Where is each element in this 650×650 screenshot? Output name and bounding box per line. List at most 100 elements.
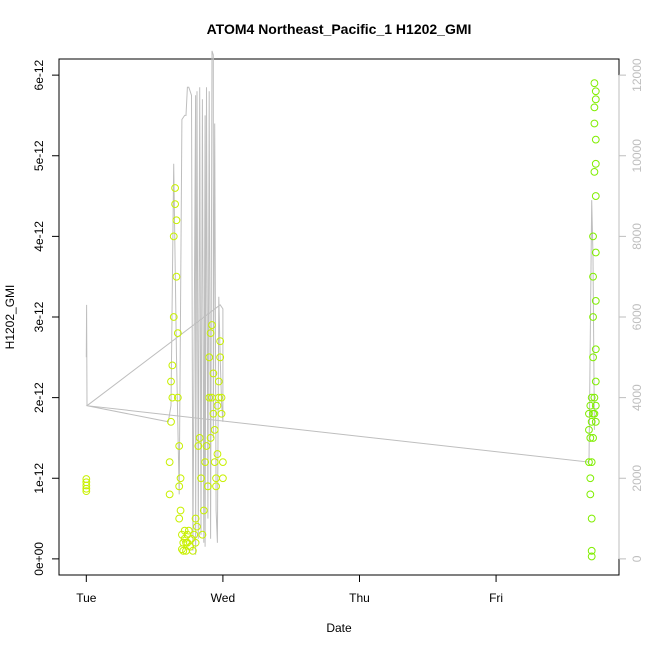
data-point [590, 79, 599, 88]
data-point [197, 474, 205, 483]
data-point [585, 425, 593, 434]
data-point [590, 119, 599, 128]
data-point [586, 401, 595, 410]
data-point [205, 353, 214, 362]
data-point [586, 434, 595, 442]
data-point [173, 393, 182, 402]
data-point [591, 95, 600, 104]
data-point [586, 490, 595, 499]
data-point [165, 490, 174, 499]
data-point [587, 458, 596, 467]
data-point [587, 552, 596, 561]
data-point [212, 482, 220, 491]
x-tick-label: Tue [76, 591, 97, 605]
data-point [590, 103, 599, 112]
data-point [179, 546, 188, 555]
data-point [198, 530, 207, 539]
plot-frame [58, 58, 620, 576]
data-point [216, 353, 225, 362]
y-tick-label-left: 4e-12 [32, 221, 46, 252]
data-point [171, 184, 179, 192]
data-point [172, 272, 181, 281]
data-point [219, 474, 227, 483]
y-tick-label-right: 10000 [630, 139, 644, 173]
data-point [591, 87, 600, 96]
data-point [591, 377, 600, 386]
y-tick-label-left: 2e-12 [32, 382, 46, 413]
data-point [180, 526, 189, 535]
data-point [176, 506, 185, 515]
data-point [175, 514, 184, 523]
data-point [590, 167, 599, 176]
data-point [213, 450, 222, 458]
data-point [184, 526, 193, 535]
data-point [214, 393, 223, 402]
data-point [203, 482, 212, 491]
data-point [214, 377, 223, 386]
data-point [168, 361, 177, 370]
data-point [191, 514, 200, 523]
data-point [589, 353, 597, 362]
data-point [82, 481, 91, 490]
axes: Tue Wed Thu Fri 0e+00 1e-12 2e-12 3e-12 4e-12 5e-… [32, 58, 644, 605]
data-point [191, 538, 200, 547]
data-point [175, 482, 184, 491]
data-point [591, 417, 600, 426]
data-point [195, 434, 204, 442]
data-point [167, 417, 175, 426]
y-tick-label-right: 8000 [630, 223, 644, 250]
y-tick-label-left: 6e-12 [32, 59, 46, 90]
data-point [82, 484, 91, 493]
data-point [591, 159, 600, 168]
data-point [591, 401, 600, 410]
data-point [585, 409, 593, 418]
data-point [194, 442, 203, 450]
data-point [186, 542, 195, 551]
data-point [217, 409, 226, 418]
data-point [179, 538, 188, 547]
y-tick-label-left: 0e+00 [32, 542, 46, 576]
data-point [591, 296, 600, 305]
data-point [165, 458, 174, 467]
data-point [589, 313, 597, 321]
x-axis-label: Date [326, 621, 352, 635]
data-point [213, 401, 222, 410]
data-point [175, 442, 184, 450]
data-point [591, 135, 600, 144]
data-point [187, 534, 196, 543]
data-point [169, 313, 178, 321]
y-tick-label-right: 6000 [630, 303, 644, 330]
data-point [585, 458, 593, 467]
data-point [591, 248, 600, 257]
data-point [208, 321, 216, 329]
y-tick-label-right: 4000 [630, 384, 644, 411]
data-point [193, 522, 201, 531]
data-point [176, 474, 185, 483]
data-point [219, 458, 227, 467]
chart-title: ATOM4 Northeast_Pacific_1 H1202_GMI [207, 21, 472, 37]
data-point [589, 272, 597, 281]
data-point [216, 337, 225, 346]
series-line-right [85, 50, 595, 555]
y-tick-label-right: 2000 [630, 465, 644, 492]
data-point [210, 425, 219, 434]
data-point [209, 369, 218, 378]
data-point [205, 393, 214, 402]
series-layer [82, 50, 600, 561]
data-point [217, 393, 226, 402]
data-point [209, 409, 218, 418]
data-point [590, 409, 599, 418]
x-tick-label: Thu [349, 591, 370, 605]
data-point [172, 216, 181, 225]
data-point [206, 434, 215, 442]
y-tick-label-left: 5e-12 [32, 140, 46, 171]
x-tick-label: Wed [211, 591, 235, 605]
data-point [586, 474, 595, 483]
data-point [167, 377, 175, 386]
y-axis-label: H1202_GMI [3, 285, 17, 350]
data-point [168, 393, 177, 402]
y-tick-label-right: 0 [630, 555, 644, 562]
y-tick-label-left: 3e-12 [32, 301, 46, 332]
data-point [183, 538, 192, 547]
